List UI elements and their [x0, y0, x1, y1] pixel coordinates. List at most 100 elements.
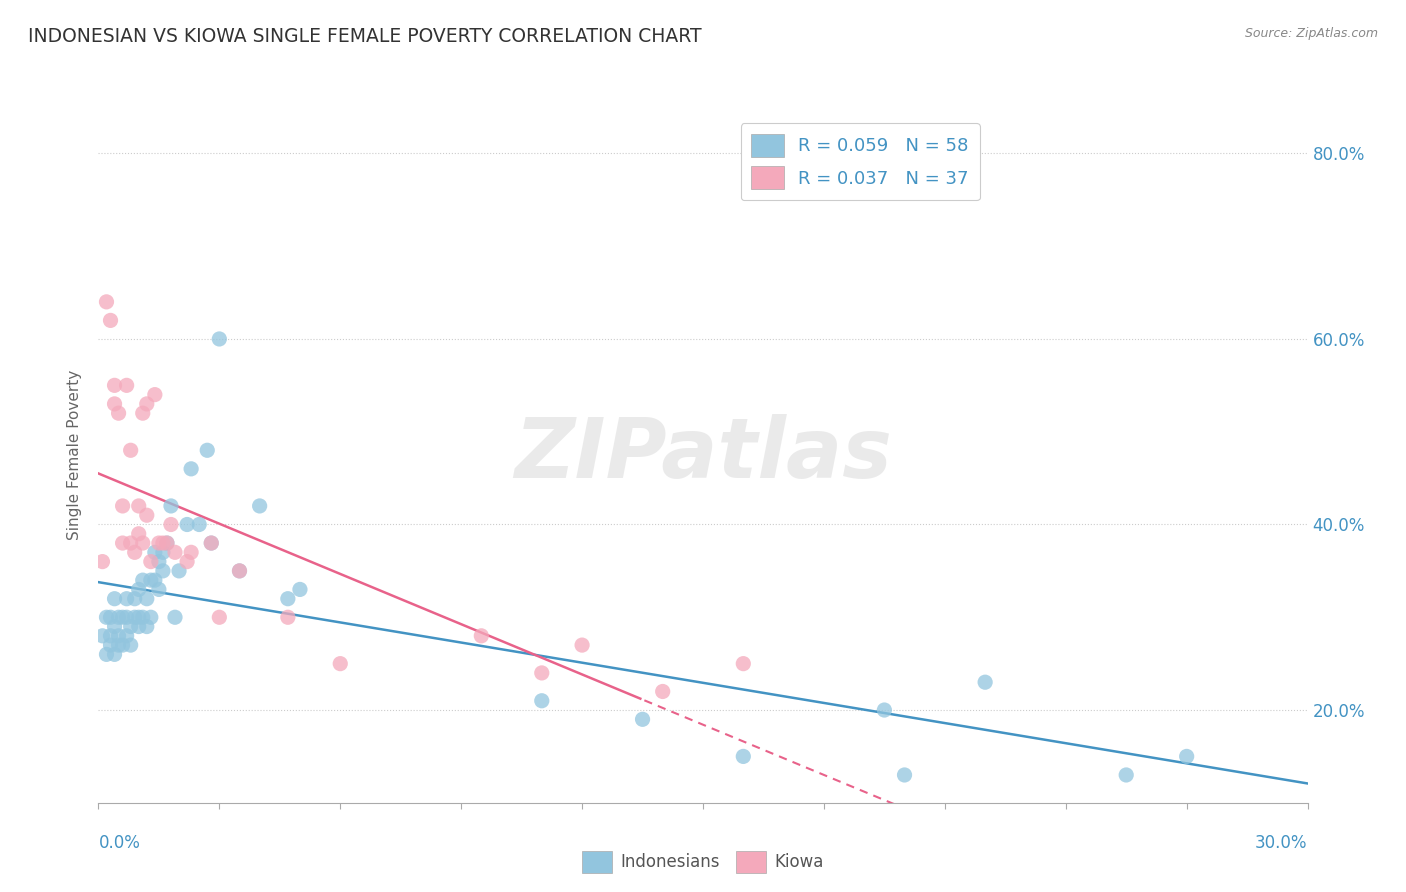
Point [1175, 749, 1198, 764]
Point [571, 638, 593, 652]
Point [200, 536, 222, 550]
Y-axis label: Single Female Poverty: Single Female Poverty [67, 370, 83, 540]
Point [228, 564, 250, 578]
Point [651, 684, 673, 698]
Point [96, 610, 118, 624]
Point [143, 573, 166, 587]
Point [120, 443, 142, 458]
Point [111, 638, 134, 652]
Point [733, 749, 755, 764]
Point [135, 591, 157, 606]
Point [103, 591, 125, 606]
Text: Source: ZipAtlas.com: Source: ZipAtlas.com [1244, 27, 1378, 40]
Point [277, 591, 299, 606]
Point [135, 619, 157, 633]
Point [124, 545, 146, 559]
Point [111, 610, 134, 624]
Point [107, 638, 129, 652]
Point [152, 545, 174, 559]
Point [115, 591, 138, 606]
Point [103, 397, 125, 411]
Point [132, 406, 155, 420]
Point [96, 294, 118, 309]
Point [160, 499, 183, 513]
Point [103, 619, 125, 633]
Point [107, 629, 129, 643]
Point [228, 564, 250, 578]
Point [103, 378, 125, 392]
Point [120, 536, 142, 550]
Point [100, 610, 122, 624]
Point [128, 582, 150, 597]
Legend: R = 0.059   N = 58, R = 0.037   N = 37: R = 0.059 N = 58, R = 0.037 N = 37 [741, 123, 980, 200]
Point [208, 332, 231, 346]
Text: 30.0%: 30.0% [1256, 834, 1308, 852]
Point [631, 712, 654, 726]
Point [1115, 768, 1137, 782]
Point [91, 555, 114, 569]
Point [329, 657, 352, 671]
Point [188, 517, 211, 532]
Point [120, 638, 142, 652]
Point [249, 499, 271, 513]
Point [128, 526, 150, 541]
Point [135, 397, 157, 411]
Point [176, 517, 198, 532]
Point [107, 610, 129, 624]
Point [148, 555, 170, 569]
Point [176, 555, 198, 569]
Point [530, 665, 553, 680]
Point [156, 536, 179, 550]
Point [288, 582, 311, 597]
Point [180, 545, 202, 559]
Point [132, 573, 155, 587]
Point [530, 694, 553, 708]
Point [115, 610, 138, 624]
Point [156, 536, 179, 550]
Point [470, 629, 492, 643]
Point [91, 629, 114, 643]
Point [143, 545, 166, 559]
Point [124, 610, 146, 624]
Point [111, 499, 134, 513]
Point [120, 619, 142, 633]
Text: ZIPatlas: ZIPatlas [515, 415, 891, 495]
Point [893, 768, 915, 782]
Point [167, 564, 190, 578]
Point [208, 610, 231, 624]
Point [115, 378, 138, 392]
Point [200, 536, 222, 550]
Point [163, 610, 186, 624]
Legend: Indonesians, Kiowa: Indonesians, Kiowa [575, 845, 831, 880]
Point [96, 648, 118, 662]
Point [733, 657, 755, 671]
Point [148, 582, 170, 597]
Point [128, 499, 150, 513]
Point [974, 675, 997, 690]
Point [132, 610, 155, 624]
Point [163, 545, 186, 559]
Point [128, 619, 150, 633]
Point [139, 555, 162, 569]
Point [277, 610, 299, 624]
Point [115, 629, 138, 643]
Point [148, 536, 170, 550]
Point [143, 387, 166, 401]
Point [111, 536, 134, 550]
Point [135, 508, 157, 523]
Point [132, 536, 155, 550]
Point [128, 610, 150, 624]
Point [139, 573, 162, 587]
Point [873, 703, 896, 717]
Point [195, 443, 218, 458]
Point [152, 536, 174, 550]
Point [100, 638, 122, 652]
Point [124, 591, 146, 606]
Point [160, 517, 183, 532]
Point [100, 629, 122, 643]
Point [103, 648, 125, 662]
Point [107, 406, 129, 420]
Point [100, 313, 122, 327]
Point [152, 564, 174, 578]
Point [180, 462, 202, 476]
